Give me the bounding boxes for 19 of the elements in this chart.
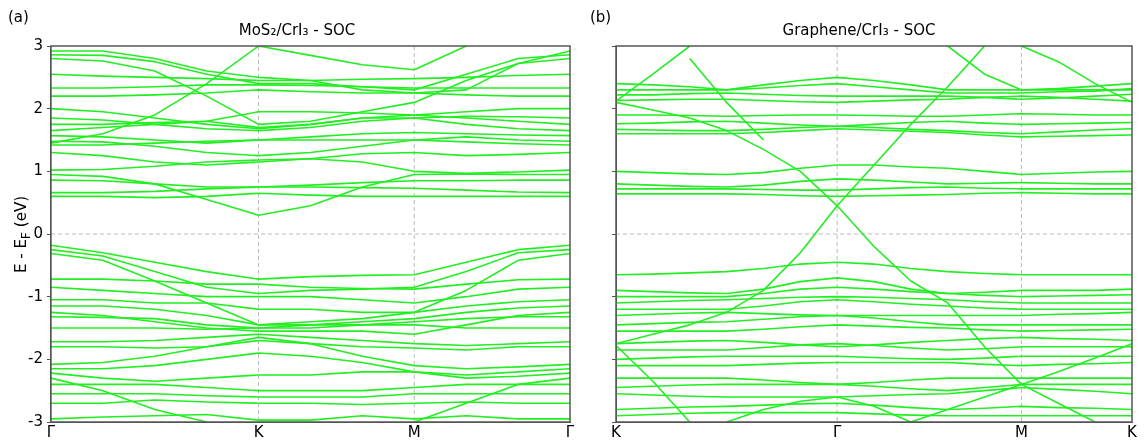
x-tick-label: M	[407, 422, 421, 441]
chart-title: MoS₂/CrI₃ - SOC	[238, 20, 356, 39]
text: (a)	[8, 8, 29, 26]
x-tick-label: Γ	[832, 422, 842, 441]
y-tick-label: -1	[27, 286, 43, 305]
chart-title: Graphene/CrI₃ - SOC	[782, 20, 936, 39]
x-tick-label: K	[611, 422, 623, 441]
y-tick-label: 0	[33, 223, 43, 242]
y-tick-label: 2	[33, 98, 43, 117]
x-tick-label: M	[1014, 422, 1028, 441]
x-tick-label: K	[1127, 422, 1139, 441]
y-tick-label: 1	[33, 161, 43, 180]
x-tick-label: Γ	[565, 422, 575, 441]
text: (b)	[590, 8, 612, 26]
y-tick-label: -3	[27, 411, 43, 430]
y-tick-label: -2	[27, 349, 43, 368]
y-tick-label: 3	[33, 35, 43, 54]
x-tick-label: K	[253, 422, 265, 441]
x-tick-label: Γ	[46, 422, 56, 441]
